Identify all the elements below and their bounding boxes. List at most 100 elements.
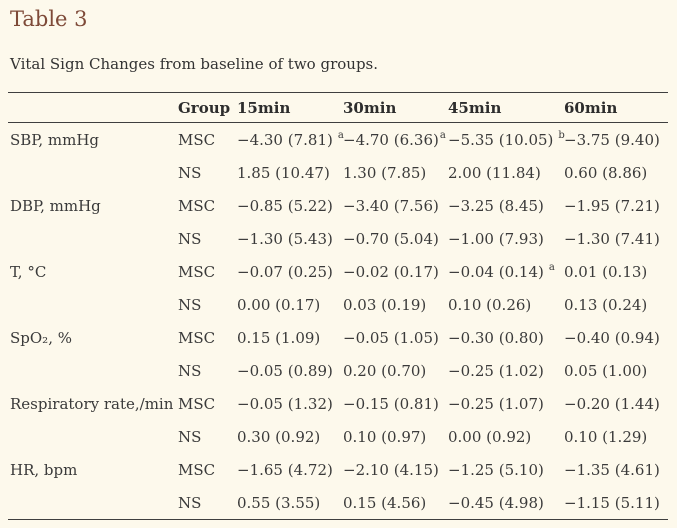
significance-superscript: a <box>337 129 344 141</box>
mean-sd-value: 0.15 (4.56) <box>343 493 427 512</box>
mean-sd-value: −4.30 (7.81) <box>237 130 333 149</box>
table-row: HR, bpm MSC −1.65 (4.72) −2.10 (4.15) −1.25 … <box>8 453 668 486</box>
vital-signs-table: Group 15min 30min 45min 60min SBP, mmHg M… <box>8 92 668 520</box>
mean-sd-value: −4.70 (6.36) <box>343 130 439 149</box>
col-header-60min: 60min <box>564 92 668 123</box>
mean-sd-value: −0.07 (0.25) <box>237 262 333 281</box>
value-cell: −4.70 (6.36)a <box>343 123 448 157</box>
value-cell: −0.30 (0.80) <box>448 321 564 354</box>
mean-sd-value: 0.10 (1.29) <box>564 427 648 446</box>
value-cell: 0.10 (0.97) <box>343 420 448 453</box>
value-cell: −0.07 (0.25) <box>237 255 343 288</box>
value-cell: −1.30 (7.41) <box>564 222 668 255</box>
col-header-45min: 45min <box>448 92 564 123</box>
value-cell: −0.05 (0.89) <box>237 354 343 387</box>
mean-sd-value: 0.01 (0.13) <box>564 262 648 281</box>
mean-sd-value: −1.35 (4.61) <box>564 460 660 479</box>
mean-sd-value: −0.40 (0.94) <box>564 328 660 347</box>
measure-label <box>8 354 178 387</box>
value-cell: −0.25 (1.07) <box>448 387 564 420</box>
value-cell: −3.25 (8.45) <box>448 189 564 222</box>
value-cell: −1.25 (5.10) <box>448 453 564 486</box>
table-row: NS 0.30 (0.92) 0.10 (0.97) 0.00 (0.92) 0.10 … <box>8 420 668 453</box>
group-cell: NS <box>178 486 237 520</box>
group-cell: MSC <box>178 394 216 413</box>
table-header: Group 15min 30min 45min 60min <box>8 92 668 123</box>
table-row: DBP, mmHg MSC −0.85 (5.22) −3.40 (7.56) −3.2… <box>8 189 668 222</box>
value-cell: 0.01 (0.13) <box>564 255 668 288</box>
measure-label <box>8 222 178 255</box>
value-cell: −5.35 (10.05) b <box>448 123 565 157</box>
table-row: T, °C MSC −0.07 (0.25) −0.02 (0.17) −0.04 (0… <box>8 255 668 288</box>
mean-sd-value: −1.95 (7.21) <box>564 196 660 215</box>
measure-label: DBP, mmHg <box>10 196 101 215</box>
significance-superscript: a <box>548 261 555 273</box>
mean-sd-value: 0.15 (1.09) <box>237 328 321 347</box>
table-row: NS 1.85 (10.47) 1.30 (7.85) 2.00 (11.84) 0.6… <box>8 156 668 189</box>
measure-label: Respiratory rate,/min <box>10 394 174 413</box>
mean-sd-value: 0.13 (0.24) <box>564 295 648 314</box>
value-cell: −0.05 (1.32) <box>237 387 343 420</box>
col-header-30min: 30min <box>343 92 448 123</box>
mean-sd-value: 0.00 (0.17) <box>237 295 321 314</box>
group-cell: MSC <box>178 262 216 281</box>
measure-label <box>8 288 178 321</box>
value-cell: 0.60 (8.86) <box>564 156 668 189</box>
group-cell: MSC <box>178 460 216 479</box>
mean-sd-value: 1.85 (10.47) <box>237 163 330 182</box>
value-cell: −1.15 (5.11) <box>564 486 668 520</box>
mean-sd-value: 0.10 (0.97) <box>343 427 427 446</box>
measure-label: SBP, mmHg <box>10 130 100 149</box>
value-cell: −0.20 (1.44) <box>564 387 668 420</box>
table-body: SBP, mmHg MSC −4.30 (7.81) a −4.70 (6.36)a −5… <box>8 123 668 520</box>
mean-sd-value: −0.25 (1.07) <box>448 394 544 413</box>
mean-sd-value: 0.60 (8.86) <box>564 163 648 182</box>
value-cell: −3.40 (7.56) <box>343 189 448 222</box>
table-title: Table 3 <box>10 7 88 31</box>
value-cell: 1.85 (10.47) <box>237 156 343 189</box>
measure-label <box>8 486 178 520</box>
value-cell: 0.13 (0.24) <box>564 288 668 321</box>
table-row: NS 0.00 (0.17) 0.03 (0.19) 0.10 (0.26) 0.13 … <box>8 288 668 321</box>
col-header-measure <box>8 92 178 123</box>
value-cell: 1.30 (7.85) <box>343 156 448 189</box>
value-cell: 0.00 (0.92) <box>448 420 564 453</box>
group-cell: NS <box>178 361 202 380</box>
value-cell: 0.10 (1.29) <box>564 420 668 453</box>
value-cell: 0.20 (0.70) <box>343 354 448 387</box>
value-cell: −0.45 (4.98) <box>448 486 564 520</box>
group-cell: NS <box>178 427 202 446</box>
mean-sd-value: −0.20 (1.44) <box>564 394 660 413</box>
value-cell: −0.02 (0.17) <box>343 255 448 288</box>
value-cell: −0.70 (5.04) <box>343 222 448 255</box>
value-cell: −0.15 (0.81) <box>343 387 448 420</box>
mean-sd-value: −1.15 (5.11) <box>564 493 660 512</box>
mean-sd-value: 0.30 (0.92) <box>237 427 321 446</box>
mean-sd-value: −3.25 (8.45) <box>448 196 544 215</box>
group-cell: NS <box>178 163 202 182</box>
mean-sd-value: −1.25 (5.10) <box>448 460 544 479</box>
measure-label: HR, bpm <box>10 460 78 479</box>
col-header-15min: 15min <box>237 92 343 123</box>
value-cell: −0.40 (0.94) <box>564 321 668 354</box>
value-cell: 0.15 (1.09) <box>237 321 343 354</box>
col-header-group: Group <box>178 92 237 123</box>
table-row: Respiratory rate,/min MSC −0.05 (1.32) −0.1… <box>8 387 668 420</box>
mean-sd-value: −3.40 (7.56) <box>343 196 439 215</box>
header-row: Group 15min 30min 45min 60min <box>8 92 668 123</box>
mean-sd-value: 0.20 (0.70) <box>343 361 427 380</box>
group-cell: MSC <box>178 328 216 347</box>
mean-sd-value: 0.00 (0.92) <box>448 427 532 446</box>
value-cell: −2.10 (4.15) <box>343 453 448 486</box>
value-cell: −0.25 (1.02) <box>448 354 564 387</box>
table-row: NS 0.55 (3.55) 0.15 (4.56) −0.45 (4.98) −1.1… <box>8 486 668 520</box>
group-cell: MSC <box>178 196 216 215</box>
value-cell: −4.30 (7.81) a <box>237 123 344 157</box>
mean-sd-value: −0.15 (0.81) <box>343 394 439 413</box>
mean-sd-value: −0.85 (5.22) <box>237 196 333 215</box>
mean-sd-value: −1.30 (5.43) <box>237 229 333 248</box>
value-cell: −0.85 (5.22) <box>237 189 343 222</box>
table-row: SpO₂, % MSC 0.15 (1.09) −0.05 (1.05) −0.30 (… <box>8 321 668 354</box>
significance-superscript: b <box>558 129 565 141</box>
